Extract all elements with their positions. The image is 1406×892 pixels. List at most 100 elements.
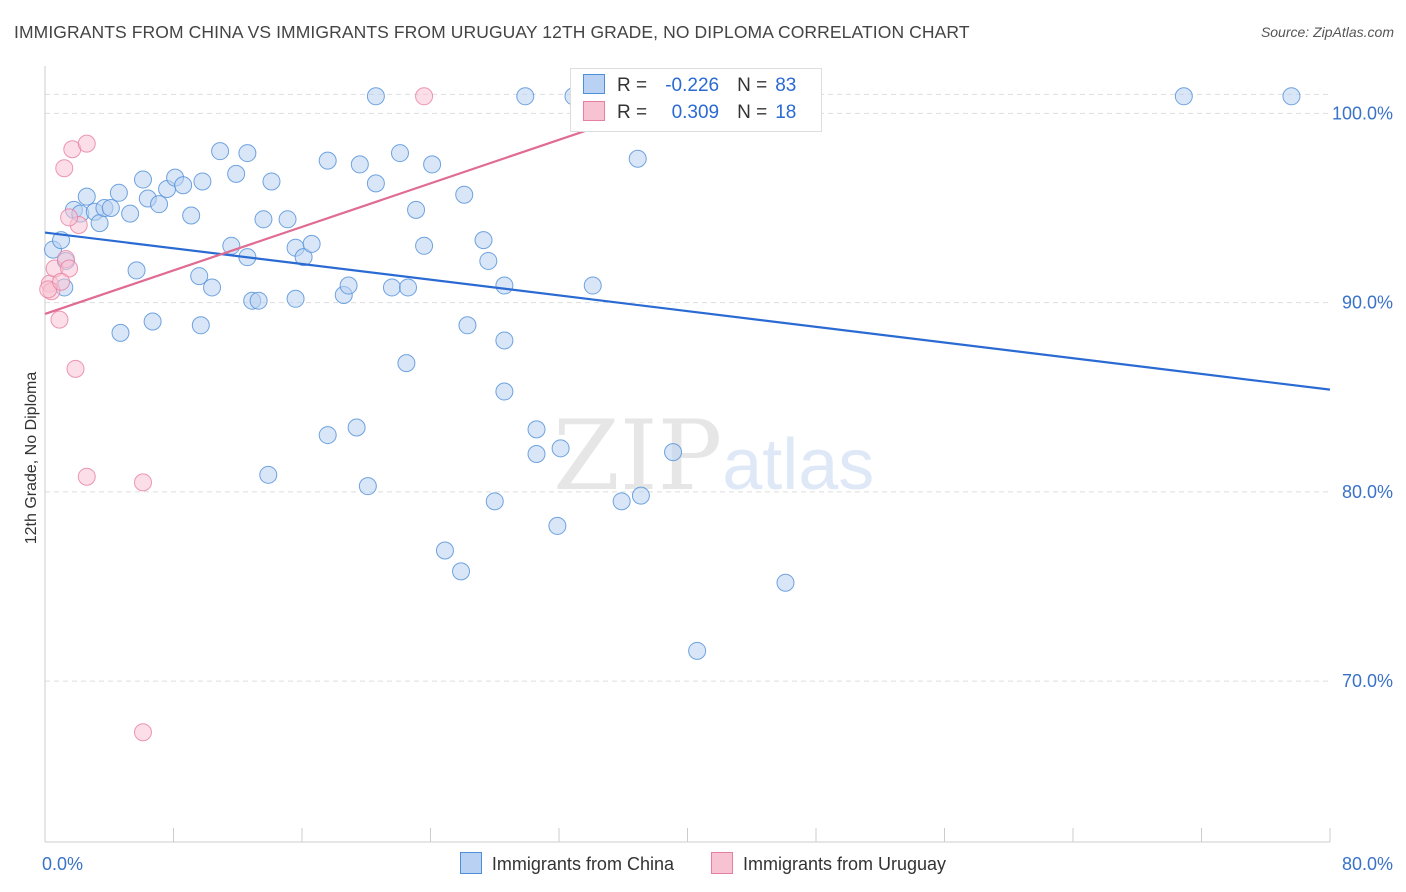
- series-legend-china: Immigrants from China: [459, 852, 674, 875]
- data-point-china: [191, 316, 210, 335]
- series-legend-uruguay: Immigrants from Uruguay: [711, 852, 946, 875]
- series-swatch-china: [459, 852, 482, 874]
- legend-row-uruguay: R = 0.309 N = 18: [583, 101, 796, 125]
- data-point-uruguay: [60, 259, 79, 278]
- data-point-china: [127, 261, 146, 280]
- data-point-china: [612, 492, 631, 511]
- data-point-china: [688, 641, 707, 660]
- trend-line-uruguay: [44, 95, 688, 315]
- legend-r-label-china: R =: [617, 75, 648, 96]
- data-point-china: [485, 492, 504, 511]
- data-point-uruguay: [66, 359, 85, 378]
- legend-n-label-uruguay: N =: [737, 102, 768, 123]
- series-legend: Immigrants from China Immigrants from Ur…: [0, 852, 1406, 875]
- data-point-china: [435, 541, 454, 560]
- data-point-uruguay: [50, 310, 69, 329]
- data-point-china: [664, 443, 683, 462]
- data-point-uruguay: [55, 159, 74, 178]
- data-point-china: [366, 174, 385, 193]
- data-point-china: [121, 204, 140, 223]
- data-point-china: [1174, 87, 1193, 106]
- data-point-china: [143, 312, 162, 331]
- source-credit: Source: ZipAtlas.com: [1260, 24, 1394, 40]
- series-label-china: Immigrants from China: [491, 854, 674, 874]
- data-point-china: [182, 206, 201, 225]
- data-point-china: [382, 278, 401, 297]
- data-point-china: [90, 214, 109, 233]
- data-point-china: [527, 445, 546, 463]
- data-point-china: [423, 155, 442, 174]
- data-point-china: [548, 516, 567, 535]
- data-point-china: [631, 486, 650, 505]
- trend-line-china: [44, 231, 1331, 391]
- data-point-china: [278, 210, 297, 229]
- data-point-china: [249, 291, 268, 310]
- data-point-uruguay: [60, 208, 79, 227]
- data-point-china: [516, 87, 535, 106]
- data-point-china: [302, 234, 321, 253]
- data-point-china: [495, 382, 514, 401]
- x-tick-label: 80.0%: [1342, 854, 1393, 874]
- data-point-china: [474, 231, 493, 250]
- series-swatch-uruguay: [711, 852, 733, 874]
- data-point-china: [111, 323, 130, 342]
- data-point-china: [294, 248, 313, 267]
- legend-n-value-china: 83: [775, 75, 797, 96]
- data-point-china: [776, 573, 795, 592]
- legend-swatch-china: [583, 74, 605, 94]
- data-point-china: [150, 195, 169, 214]
- data-point-china: [358, 477, 377, 496]
- data-point-china: [452, 562, 471, 581]
- y-tick-label: 100.0%: [1332, 103, 1393, 123]
- data-point-china: [286, 289, 305, 308]
- data-point-china: [407, 200, 426, 219]
- y-tick-label: 80.0%: [1342, 482, 1393, 502]
- data-point-china: [77, 187, 96, 206]
- data-point-china: [318, 426, 337, 445]
- x-tick-label: 0.0%: [42, 854, 83, 874]
- data-point-china: [479, 251, 498, 270]
- legend-swatch-uruguay: [583, 101, 605, 121]
- chart-title: IMMIGRANTS FROM CHINA VS IMMIGRANTS FROM…: [14, 22, 970, 42]
- data-point-china: [551, 439, 570, 458]
- data-point-china: [174, 176, 193, 195]
- data-point-china: [339, 276, 358, 295]
- data-point-china: [227, 164, 246, 183]
- data-point-china: [583, 276, 602, 295]
- data-point-china: [262, 172, 281, 191]
- data-point-uruguay: [133, 723, 152, 742]
- data-point-china: [101, 198, 120, 217]
- data-point-china: [455, 185, 474, 204]
- data-point-china: [211, 142, 230, 161]
- data-point-china: [254, 210, 273, 229]
- data-point-uruguay: [77, 134, 96, 153]
- legend-r-value-china: -0.226: [665, 75, 720, 96]
- data-point-china: [109, 183, 128, 202]
- data-point-uruguay: [415, 87, 434, 106]
- data-point-china: [318, 151, 337, 170]
- data-point-china: [495, 331, 514, 350]
- data-point-china: [628, 149, 647, 168]
- legend-r-value-uruguay: 0.309: [671, 102, 720, 123]
- legend-row-china: R = -0.226 N = 83: [583, 74, 796, 98]
- data-point-china: [366, 87, 385, 106]
- data-point-china: [203, 278, 222, 297]
- data-point-china: [390, 144, 409, 163]
- correlation-legend: R = -0.226 N = 83 R = 0.309 N = 18: [570, 68, 822, 132]
- data-point-china: [458, 316, 477, 335]
- data-point-china: [347, 418, 366, 437]
- y-tick-label: 90.0%: [1342, 293, 1393, 313]
- legend-n-label-china: N =: [737, 75, 768, 96]
- data-point-china: [259, 465, 278, 484]
- data-point-china: [397, 354, 416, 373]
- data-point-china: [399, 278, 418, 297]
- data-point-china: [133, 170, 152, 189]
- y-axis-label: 12th Grade, No Diploma: [23, 371, 40, 545]
- y-tick-label: 70.0%: [1342, 671, 1393, 691]
- legend-r-label-uruguay: R =: [617, 102, 648, 123]
- data-point-china: [238, 144, 257, 163]
- data-point-china: [193, 172, 212, 191]
- data-point-china: [415, 236, 434, 255]
- data-point-china: [527, 420, 546, 439]
